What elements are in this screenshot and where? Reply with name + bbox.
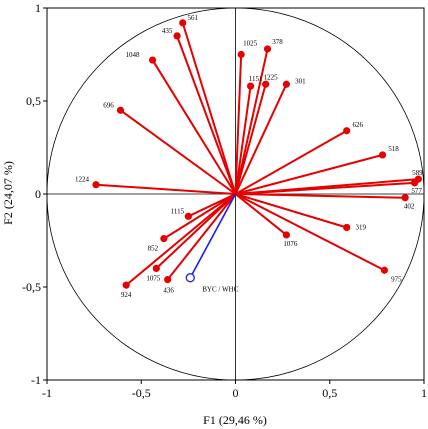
vector-line: [163, 193, 237, 240]
point-label: 378: [272, 38, 283, 46]
supplementary-point: [185, 273, 195, 283]
variable-point: [92, 181, 100, 189]
variable-point: [160, 235, 168, 243]
variable-point: [164, 275, 172, 284]
point-label: 696: [103, 101, 114, 109]
vector-line: [234, 83, 267, 195]
variable-point: [184, 212, 192, 220]
vector-line: [235, 193, 385, 272]
variable-point: [237, 50, 245, 59]
variable-point: [282, 231, 290, 239]
vector-line: [235, 129, 348, 195]
vector-line: [166, 193, 237, 281]
variable-point: [343, 223, 351, 232]
y-tick-label: 0,5: [26, 94, 41, 108]
variable-point: [401, 194, 409, 202]
variable-point: [378, 151, 387, 159]
x-tick-label: 0,5: [322, 386, 337, 400]
vector-line: [234, 85, 252, 195]
variable-point: [246, 82, 255, 90]
vectors-layer: [92, 19, 422, 289]
variable-point: [152, 264, 160, 272]
vector-line: [155, 193, 237, 270]
variable-point: [282, 80, 290, 88]
point-label: 319: [355, 223, 366, 231]
point-label: 975: [391, 275, 402, 283]
point-label: 435: [162, 27, 173, 35]
vector-line: [235, 193, 406, 199]
vector-line: [234, 48, 269, 195]
point-label: 1076: [283, 240, 298, 248]
vector-line: [181, 22, 237, 195]
vector-line: [235, 153, 383, 195]
variable-point: [122, 281, 130, 289]
axes-layer: -1-1 -0,5 -0,5 0 0 0,5 0,5 1 1: [22, 1, 427, 400]
point-label: 852: [148, 245, 159, 253]
labels-layer: 561 435 1048 1025 378 1151 1225 301 696 626 518 589…: [75, 14, 423, 299]
point-label: 561: [187, 14, 198, 22]
vector-line: [125, 193, 237, 286]
vector-line: [151, 59, 237, 195]
point-label: 1151: [249, 75, 263, 83]
variable-point: [116, 106, 125, 114]
variable-point: [179, 19, 187, 27]
y-tick-label: -0,5: [22, 280, 41, 294]
x-tick-label: -1: [42, 386, 52, 400]
y-tick-label: 1: [35, 1, 41, 15]
variable-point: [380, 266, 389, 274]
variable-point: [410, 179, 419, 187]
point-label: 301: [295, 77, 306, 85]
x-axis-title: F1 (29,46 %): [203, 413, 267, 427]
x-tick-label: -0,5: [132, 386, 151, 400]
point-label: BYC / WHC: [202, 286, 238, 294]
point-label: 402: [404, 203, 415, 211]
point-label: 518: [388, 145, 399, 153]
point-label: 1225: [264, 73, 279, 81]
point-label: 589: [412, 169, 423, 177]
point-label: 626: [352, 121, 363, 129]
point-label: 1048: [126, 51, 141, 59]
x-tick-label: 0: [233, 386, 239, 400]
point-label: 1115: [171, 207, 185, 215]
vector-line: [119, 109, 237, 195]
vector-line: [176, 35, 237, 195]
variable-point: [262, 80, 270, 88]
point-label: 1025: [243, 40, 258, 48]
y-tick-label: 0: [35, 187, 41, 201]
vector-line: [234, 193, 288, 236]
vector-line: [189, 193, 237, 279]
y-axis-title: F2 (24,07 %): [1, 161, 15, 225]
x-tick-label: 1: [421, 386, 427, 400]
vector-line: [95, 183, 236, 195]
vector-line: [234, 83, 288, 195]
point-label: 1075: [146, 274, 161, 282]
variable-point: [148, 56, 157, 64]
point-label: 924: [121, 291, 132, 299]
variable-point: [173, 32, 181, 40]
vector-line: [235, 181, 415, 195]
variable-point: [263, 45, 272, 53]
point-label: 577: [411, 187, 422, 195]
y-tick-label: -1: [31, 373, 41, 387]
variable-point: [343, 127, 351, 135]
vector-line: [235, 193, 348, 229]
point-label: 436: [163, 287, 174, 295]
vector-line: [234, 54, 243, 195]
point-label: 1224: [75, 176, 90, 184]
